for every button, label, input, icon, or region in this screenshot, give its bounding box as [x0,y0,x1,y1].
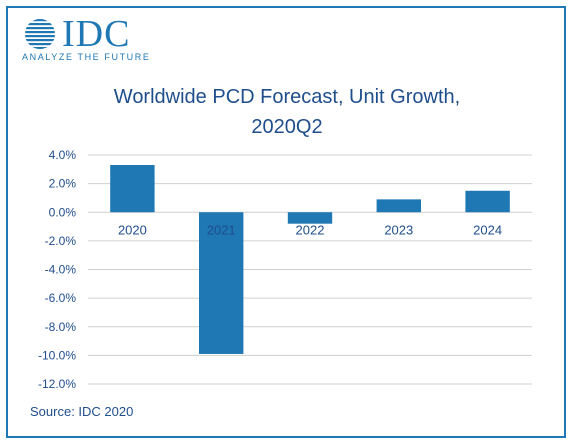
logo-tagline: ANALYZE THE FUTURE [22,52,151,62]
y-tick-label: -6.0% [45,291,77,305]
x-tick-label: 2020 [118,222,147,237]
bar-2020 [110,165,155,213]
source-note: Source: IDC 2020 [30,404,134,419]
x-tick-label: 2021 [207,222,236,237]
idc-logo: IDC ANALYZE THE FUTURE [22,13,152,68]
chart-title: Worldwide PCD Forecast, Unit Growth, 202… [0,82,574,142]
y-tick-label: -10.0% [38,348,76,362]
bar-2023 [376,199,421,213]
y-tick-label: -2.0% [45,234,77,248]
x-tick-label: 2023 [384,222,413,237]
y-tick-label: -12.0% [38,377,76,391]
logo-wordmark: IDC [62,13,131,55]
globe-icon [25,19,55,49]
y-tick-label: -4.0% [45,263,77,277]
y-tick-label: 2.0% [49,177,77,191]
y-tick-label: 4.0% [49,148,77,162]
x-tick-label: 2024 [473,222,502,237]
chart-title-line1: Worldwide PCD Forecast, Unit Growth, [113,86,461,108]
bar-2021 [199,212,244,354]
x-tick-label: 2022 [296,222,325,237]
chart-title-line2: 2020Q2 [251,116,323,138]
y-tick-label: -8.0% [45,320,77,334]
chart-frame [6,6,566,438]
bar-2024 [465,190,510,213]
bar-2022 [287,212,333,224]
y-tick-label: 0.0% [49,205,77,219]
